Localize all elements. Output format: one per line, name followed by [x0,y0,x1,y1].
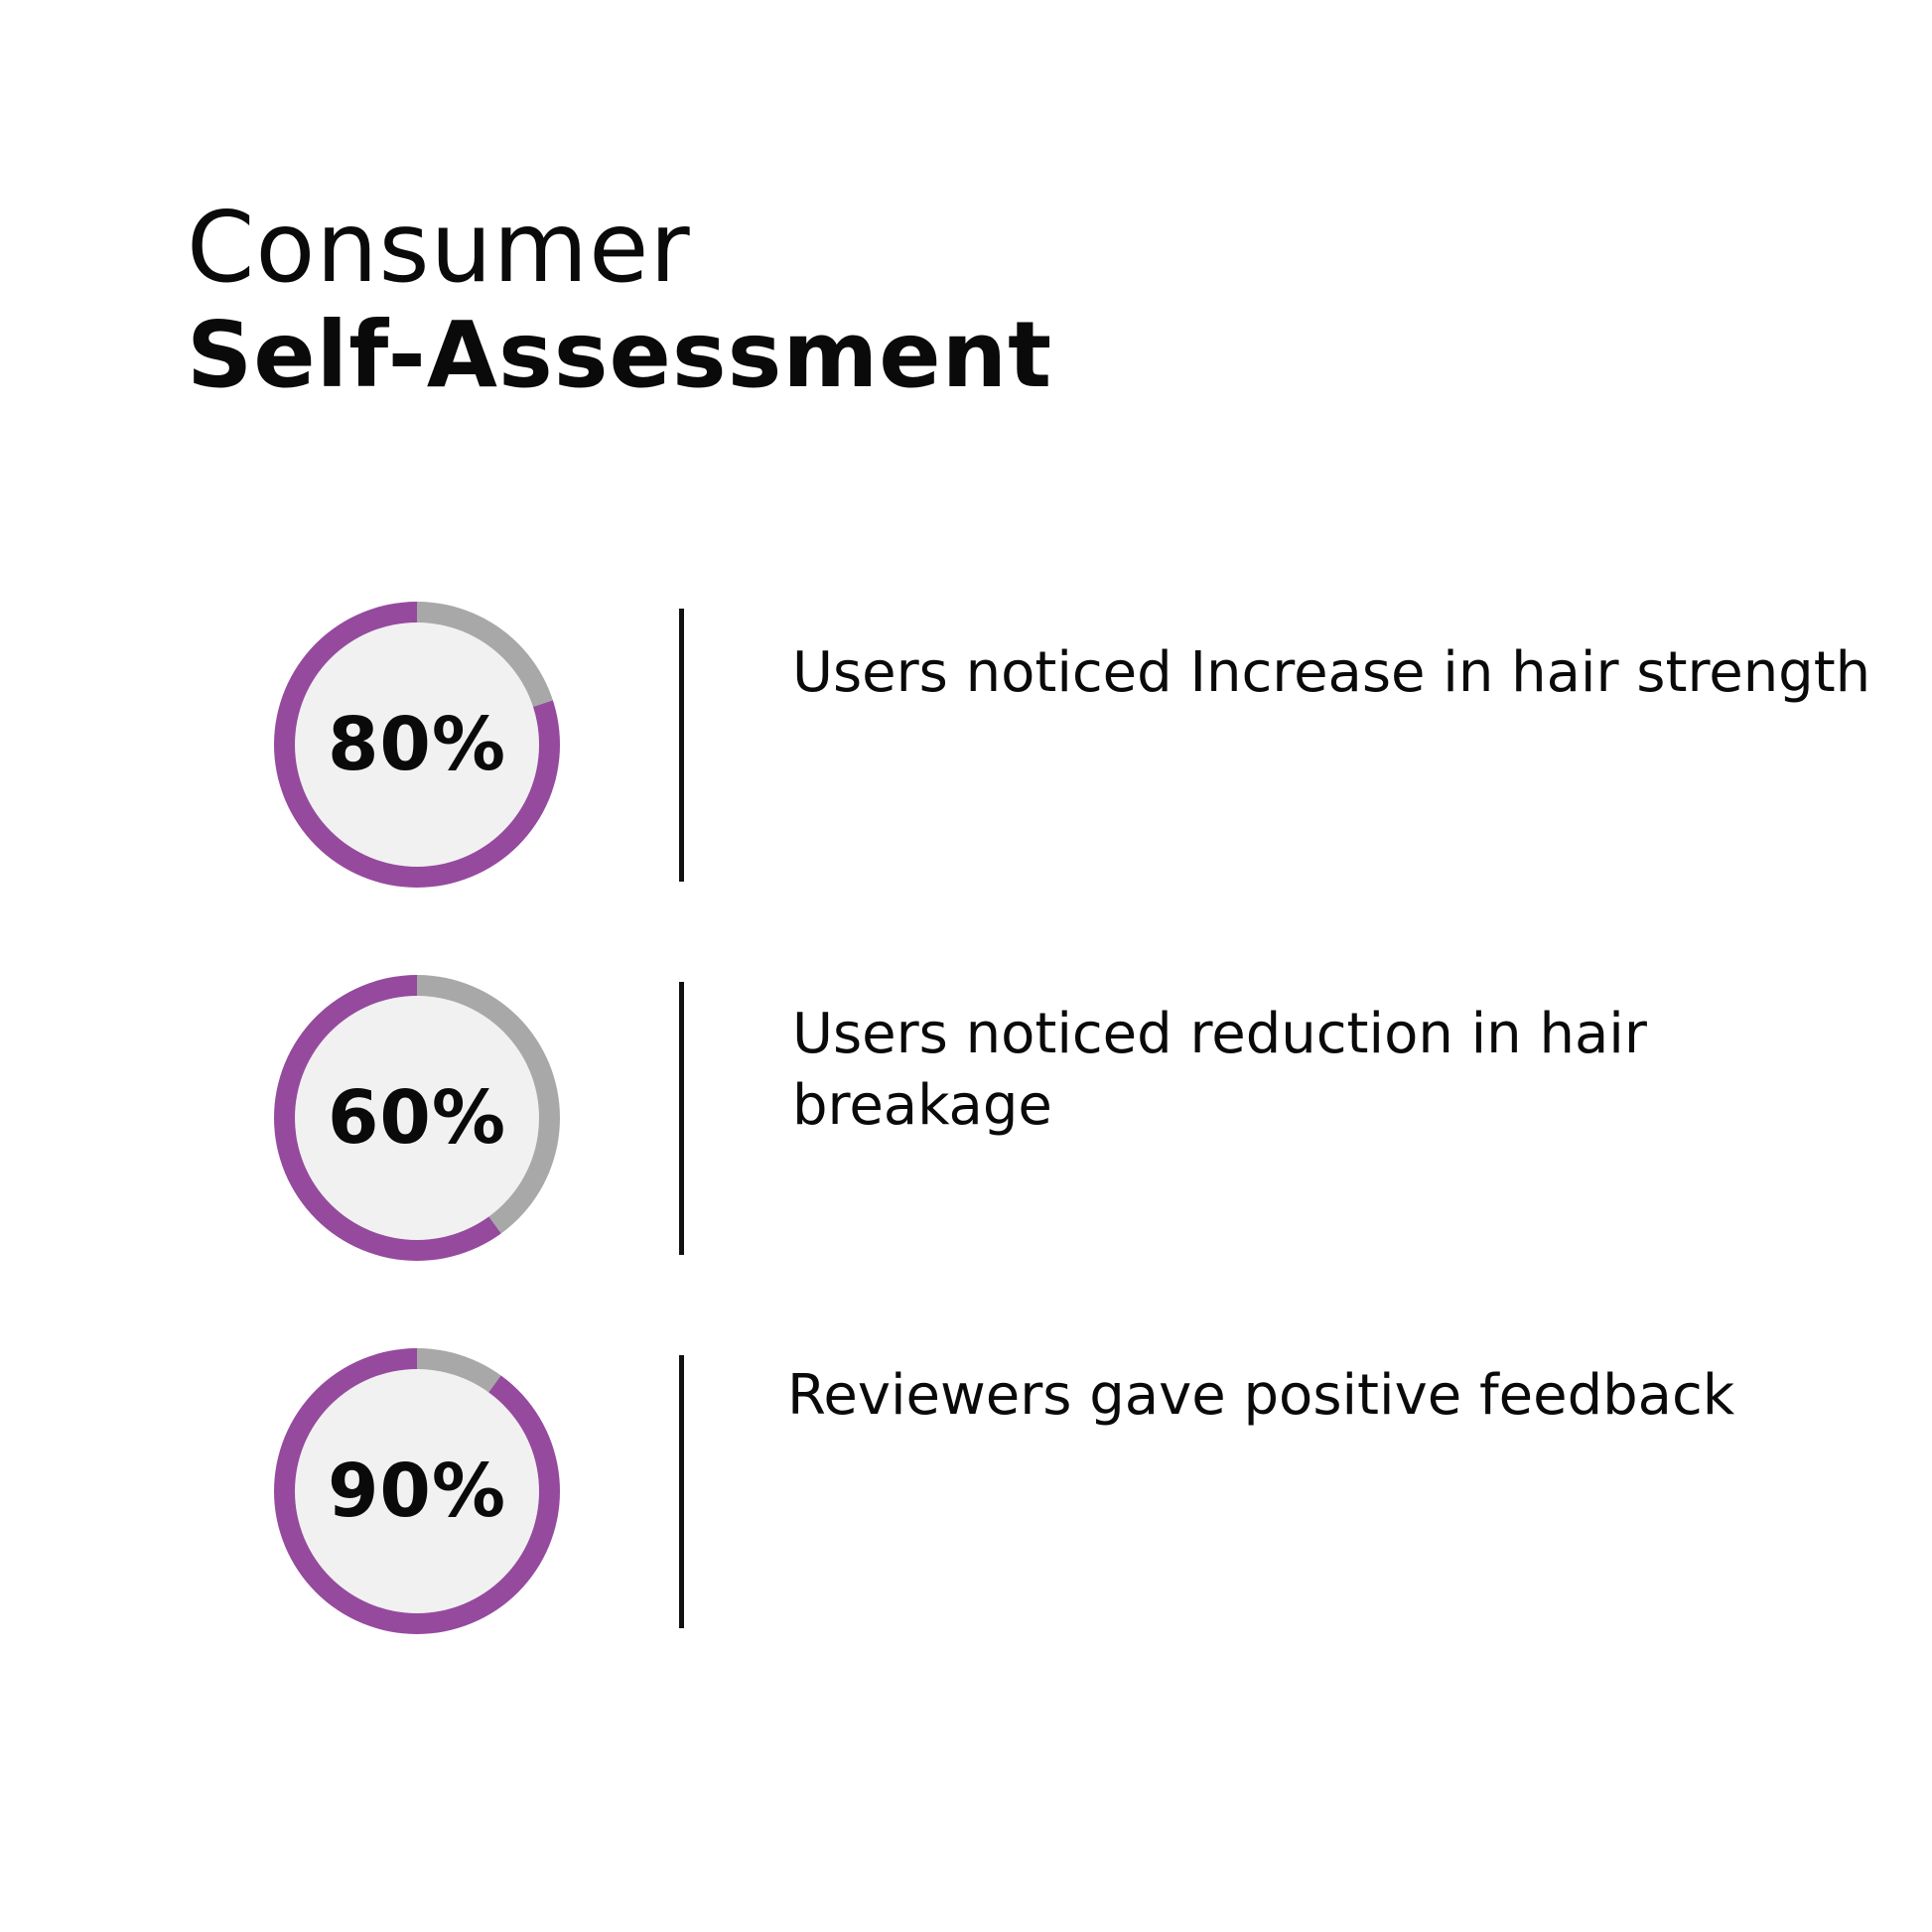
percent-label: 60% [327,1075,507,1161]
stat-description: Users noticed Increase in hair strength [792,640,1871,705]
progress-ring: 90% [274,1348,560,1634]
progress-ring: 60% [274,975,560,1261]
percent-label: 90% [327,1449,507,1534]
divider [679,609,684,882]
stat-description: Users noticed reduction in hair breakage [792,1002,1647,1138]
stat-row: 90% Reviewers gave positive feedback [0,1348,1932,1636]
divider [679,1355,684,1628]
stat-row: 60% Users noticed reduction in hair brea… [0,975,1932,1263]
title-line-1: Consumer [187,192,691,305]
percent-label: 80% [327,702,507,787]
progress-ring: 80% [274,602,560,888]
stat-row: 80% Users noticed Increase in hair stren… [0,602,1932,890]
title-line-2: Self-Assessment [187,302,1053,408]
page-title: Consumer Self-Assessment [187,195,1052,409]
divider [679,982,684,1255]
stat-description: Reviewers gave positive feedback [787,1363,1735,1428]
